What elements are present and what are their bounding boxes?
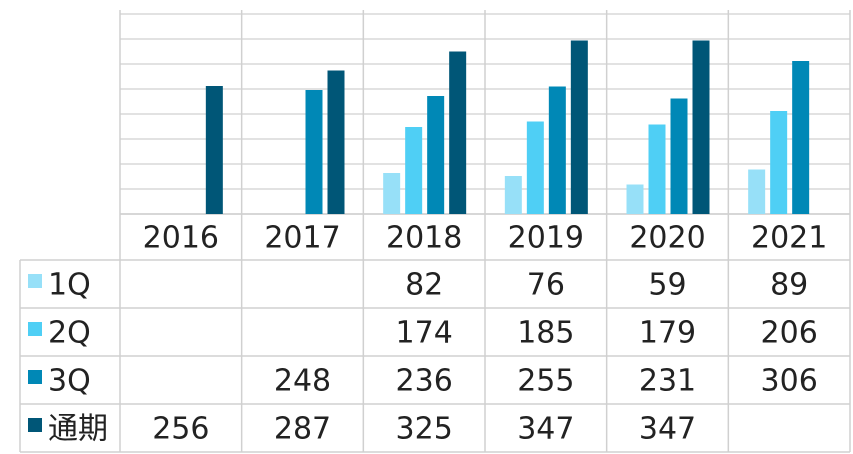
legend-label: 2Q <box>48 316 91 351</box>
legend-label: 通期 <box>48 412 108 447</box>
table-value: 347 <box>517 412 574 447</box>
bar <box>570 40 588 214</box>
bar <box>504 176 522 214</box>
table-value: 174 <box>396 316 453 351</box>
x-tick-label: 2021 <box>751 221 827 256</box>
table-value: 306 <box>761 364 818 399</box>
table-value: 248 <box>274 364 331 399</box>
table-value: 82 <box>405 268 443 303</box>
legend-swatch <box>28 418 42 432</box>
bar <box>327 70 345 214</box>
table-value: 236 <box>396 364 453 399</box>
x-tick-label: 2018 <box>386 221 462 256</box>
table-value: 287 <box>274 412 331 447</box>
bar <box>449 51 467 214</box>
x-tick-label: 2016 <box>143 221 219 256</box>
bar <box>305 90 323 214</box>
bar <box>405 127 423 214</box>
table-value: 185 <box>517 316 574 351</box>
table-value: 179 <box>639 316 696 351</box>
bar <box>648 124 666 214</box>
legend-label: 3Q <box>48 364 91 399</box>
table-value: 89 <box>770 268 808 303</box>
bar <box>205 86 223 214</box>
x-tick-label: 2017 <box>264 221 340 256</box>
legend-swatch <box>28 322 42 336</box>
bar <box>626 184 644 214</box>
table-value: 59 <box>648 268 686 303</box>
bar <box>670 98 688 214</box>
bar <box>548 86 566 214</box>
legend-swatch <box>28 274 42 288</box>
table-value: 347 <box>639 412 696 447</box>
bar <box>692 40 710 214</box>
bar <box>748 169 766 214</box>
table-value: 231 <box>639 364 696 399</box>
legend-label: 1Q <box>48 268 91 303</box>
bar <box>427 96 445 214</box>
bar <box>526 121 544 214</box>
table-value: 256 <box>152 412 209 447</box>
x-tick-label: 2019 <box>508 221 584 256</box>
table-value: 255 <box>517 364 574 399</box>
bar <box>792 61 810 214</box>
table-value: 325 <box>396 412 453 447</box>
bar <box>383 173 401 214</box>
table-value: 76 <box>527 268 565 303</box>
bar <box>770 111 788 214</box>
legend-swatch <box>28 370 42 384</box>
x-tick-label: 2020 <box>629 221 705 256</box>
table-value: 206 <box>761 316 818 351</box>
